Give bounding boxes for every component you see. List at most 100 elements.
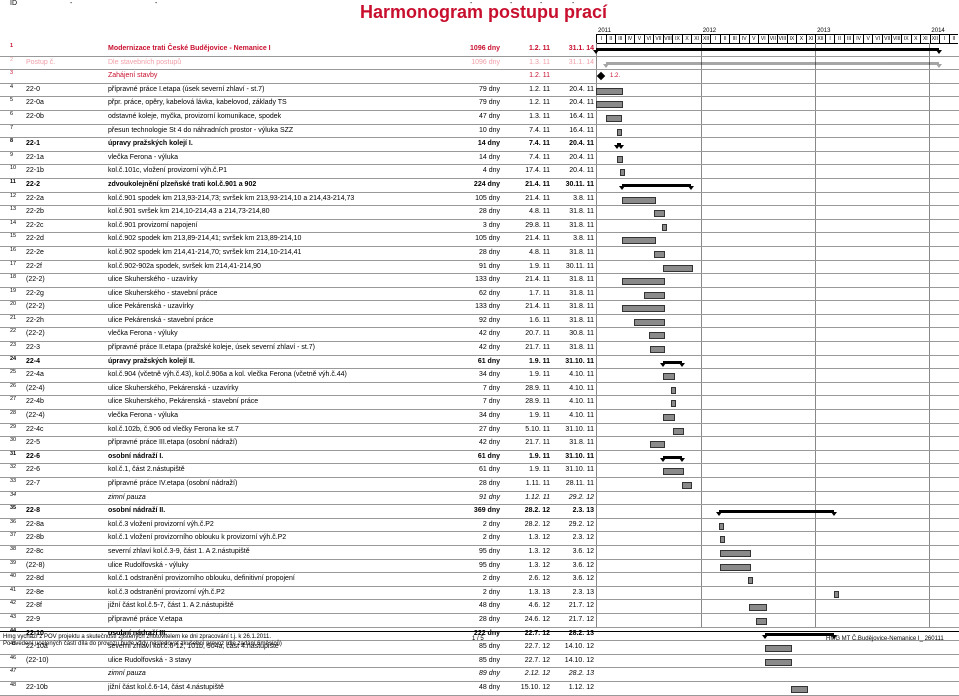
task-row[interactable]: 16 22-2e kol.č.902 spodek km 214,41-214,70… [0, 247, 959, 261]
task-bar[interactable] [748, 577, 754, 585]
summary-bar[interactable] [618, 183, 694, 190]
summary-bar[interactable] [659, 360, 685, 367]
task-bar[interactable] [718, 522, 724, 530]
task-row[interactable]: 28 (22-4) vlečka Ferona - výluka 34 dny 1.9.… [0, 410, 959, 424]
summary-bar[interactable] [761, 632, 837, 639]
task-code: 22-6 [26, 466, 41, 474]
task-bar[interactable] [791, 685, 808, 693]
task-bar[interactable] [749, 604, 767, 612]
task-row[interactable]: 14 22-2c kol.č.901 provizorní napojení 3 dn… [0, 220, 959, 234]
task-row[interactable]: 33 22-7 přípravné práce IV.etapa (osobní n… [0, 478, 959, 492]
task-row[interactable]: 36 22-8a kol.č.3 vložení provizorní výh.č.… [0, 519, 959, 533]
task-bar[interactable] [719, 536, 725, 544]
calendar-month: V [862, 35, 873, 43]
task-row[interactable]: 26 (22-4) ulice Skuherského, Pekárenská - … [0, 383, 959, 397]
task-bar[interactable] [616, 155, 623, 163]
task-row[interactable]: 43 22-9 přípravné práce V.etapa 28 dny 24.6.… [0, 614, 959, 628]
task-bar[interactable] [649, 332, 665, 340]
task-row[interactable]: 30 22-5 přípravné práce III.etapa (osobní … [0, 437, 959, 451]
task-duration: 369 dny [473, 507, 500, 515]
summary-bar[interactable] [715, 510, 838, 517]
task-row[interactable]: 3 Zahájení stavby 1.2. 11 1.2. [0, 70, 959, 84]
task-bar[interactable] [634, 318, 665, 326]
task-bar[interactable] [662, 264, 694, 272]
task-row[interactable]: 18 (22-2) ulice Skuherského - uzavírky 133 … [0, 274, 959, 288]
task-bar[interactable] [671, 386, 677, 394]
task-row[interactable]: 47 zimní pauza 89 dny 2.12. 12 28.2. 13 [0, 668, 959, 682]
task-row[interactable]: 41 22-8e kol.č.3 odstranění provizorní výh… [0, 587, 959, 601]
task-row[interactable]: 37 22-8b kol.č.1 vložení provizorního oblo… [0, 532, 959, 546]
task-row[interactable]: 6 22-0b odstavné koleje, myčka, provizorní… [0, 111, 959, 125]
task-row[interactable]: 8 22-1 úpravy pražských kolejí I. 14 dny 7.4… [0, 138, 959, 152]
task-bar[interactable] [661, 223, 667, 231]
task-row[interactable]: 45 22-10a severní zhlaví kol.č.6-12, 101b,… [0, 641, 959, 655]
task-row[interactable]: 27 22-4b ulice Skuherského, Pekárenská - s… [0, 396, 959, 411]
task-row[interactable]: 15 22-2d kol.č.902 spodek km 213,89-214,41… [0, 233, 959, 247]
task-row[interactable]: 19 22-2g ulice Skuherského - stavební prác… [0, 288, 959, 302]
task-row[interactable]: 21 22-2h ulice Pekárenská - stavební práce… [0, 315, 959, 329]
task-bar[interactable] [662, 414, 676, 422]
task-bar[interactable] [719, 549, 752, 557]
task-row[interactable]: 10 22-1b kol.č.101c, vložení provizorní vý… [0, 165, 959, 179]
task-bar[interactable] [662, 373, 676, 381]
task-bar[interactable] [643, 291, 665, 299]
task-name: ulice Skuherského, Pekárenská - stavební… [108, 398, 259, 406]
task-bar[interactable] [834, 590, 840, 598]
task-row[interactable]: 46 (22-10) ulice Rudolfovská - 3 stavy 85 d… [0, 655, 959, 669]
task-row[interactable]: 1 Modernizace trati České Budějovice - Ne… [0, 43, 959, 57]
task-row[interactable]: 39 (22-8) ulice Rudolfovská - výluky 95 dny… [0, 560, 959, 574]
summary-bar[interactable] [659, 455, 685, 462]
task-row[interactable]: 9 22-1a vlečka Ferona - výluka 14 dny 7.4. 1… [0, 152, 959, 166]
task-bar[interactable] [681, 482, 693, 489]
task-bar[interactable] [619, 169, 625, 177]
task-row[interactable]: 11 22-2 zdvoukolejnění plzeňské trati kol.… [0, 179, 959, 193]
calendar-month: III [843, 35, 854, 43]
task-bar[interactable] [654, 210, 665, 218]
task-bar[interactable] [621, 196, 657, 204]
task-row[interactable]: 35 22-8 osobní nádraží II. 369 dny 28.2. 12 2… [0, 505, 959, 519]
task-row[interactable]: 20 (22-2) ulice Pekárenská - uzavírky 133 d… [0, 301, 959, 315]
task-bar[interactable] [650, 346, 665, 354]
task-row[interactable]: 25 22-4a kol.č.904 (včetně výh.č.43), kol.… [0, 369, 959, 383]
task-row[interactable]: 12 22-2a kol.č.901 spodek km 213,93-214,73… [0, 193, 959, 207]
task-bar[interactable] [756, 617, 767, 625]
summary-bar[interactable] [602, 61, 943, 68]
task-row[interactable]: 7 přesun technologie St 4 do náhradních p… [0, 125, 959, 139]
task-bar[interactable] [596, 101, 623, 109]
task-row[interactable]: 23 22-3 přípravné práce II.etapa (pražské … [0, 342, 959, 356]
task-bar[interactable] [596, 87, 623, 95]
task-row[interactable]: 38 22-8c severní zhlaví kol.č.3-9, část 1.… [0, 546, 959, 560]
task-end: 28.11. 11 [565, 480, 594, 487]
task-row[interactable]: 31 22-6 osobní nádraží I. 61 dny 1.9. 11 31.1… [0, 451, 959, 465]
task-row[interactable]: 5 22-0a přpr. práce, opěry, kabelová lávka… [0, 97, 959, 111]
task-row[interactable]: 13 22-2b kol.č.901 svršek km 214,10-214,43… [0, 206, 959, 220]
task-bar[interactable] [719, 563, 752, 571]
task-bar[interactable] [621, 237, 657, 245]
task-bar[interactable] [616, 128, 622, 136]
task-start: 1.3. 13 [528, 588, 550, 596]
task-row[interactable]: 48 22-10b jižní část kol.č.6-14, část 4.ná… [0, 682, 959, 696]
task-bar[interactable] [764, 658, 793, 666]
task-bar[interactable] [673, 427, 684, 435]
task-row[interactable]: 32 22-6 kol.č.1, část 2.nástupiště 61 dny 1.… [0, 464, 959, 478]
summary-bar[interactable] [593, 48, 942, 54]
task-bar[interactable] [764, 645, 793, 653]
task-bar[interactable] [671, 400, 677, 408]
task-row[interactable]: 2 Postup č. Dle stavebních postupů 1096 dny… [0, 57, 959, 71]
task-bar[interactable] [605, 114, 622, 122]
summary-bar[interactable] [614, 143, 624, 150]
task-bar[interactable] [662, 468, 684, 476]
task-row[interactable]: 4 22-0 přípravné práce I.etapa (úsek sever… [0, 84, 959, 98]
task-row[interactable]: 40 22-8d kol.č.1 odstranění provizorního o… [0, 573, 959, 587]
task-row[interactable]: 29 22-4c kol.č.102b, č.906 od vlečky Feron… [0, 424, 959, 438]
task-bar[interactable] [650, 441, 665, 449]
task-row[interactable]: 17 22-2f kol.č.902-902a spodek, svršek km … [0, 261, 959, 275]
task-bar[interactable] [621, 305, 665, 313]
task-row[interactable]: 24 22-4 úpravy pražských kolejí II. 61 dny 1… [0, 356, 959, 370]
task-bar[interactable] [621, 278, 665, 286]
task-row[interactable]: 44 22-10 osobní nádraží III. 222 dny 22.7. 1… [0, 628, 959, 642]
task-bar[interactable] [654, 250, 665, 258]
task-row[interactable]: 34 zimní pauza 91 dny 1.12. 11 29.2. 12 [0, 492, 959, 506]
task-row[interactable]: 22 (22-2) vlečka Ferona - výluky 42 dny 20.7… [0, 328, 959, 343]
task-row[interactable]: 42 22-8f jižní část kol.č.5-7, část 1. A 2… [0, 600, 959, 614]
